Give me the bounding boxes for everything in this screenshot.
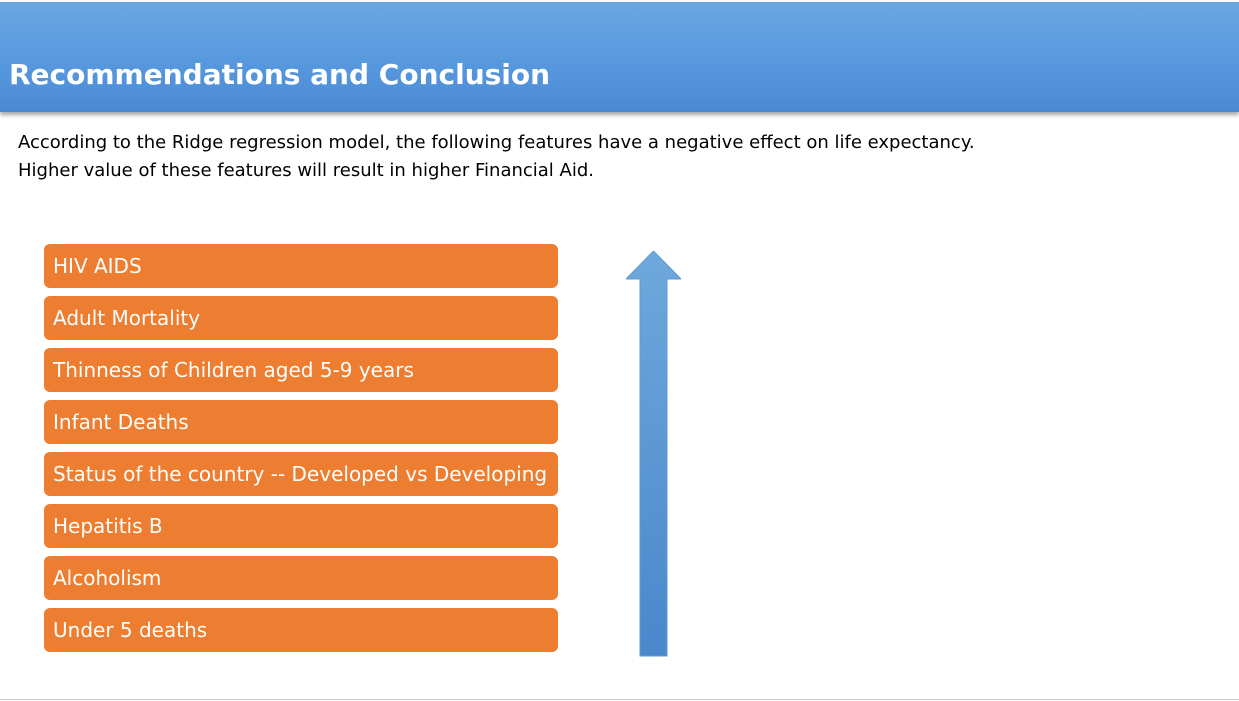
- feature-item-adult-mortality: Adult Mortality: [44, 296, 558, 340]
- header-bar: Recommendations and Conclusion: [0, 2, 1239, 112]
- footer-divider: [0, 699, 1239, 700]
- feature-list: HIV AIDS Adult Mortality Thinness of Chi…: [44, 244, 558, 660]
- intro-line-1: According to the Ridge regression model,…: [18, 132, 975, 153]
- feature-item-under-5-deaths: Under 5 deaths: [44, 608, 558, 652]
- up-arrow-icon: [626, 251, 681, 657]
- feature-item-hiv-aids: HIV AIDS: [44, 244, 558, 288]
- intro-text: According to the Ridge regression model,…: [18, 129, 1218, 185]
- page-title: Recommendations and Conclusion: [9, 58, 551, 91]
- feature-item-alcoholism: Alcoholism: [44, 556, 558, 600]
- feature-item-thinness-children: Thinness of Children aged 5-9 years: [44, 348, 558, 392]
- feature-item-hepatitis-b: Hepatitis B: [44, 504, 558, 548]
- feature-item-infant-deaths: Infant Deaths: [44, 400, 558, 444]
- up-arrow-shape: [626, 251, 681, 657]
- feature-item-country-status: Status of the country -- Developed vs De…: [44, 452, 558, 496]
- intro-line-2: Higher value of these features will resu…: [18, 160, 594, 181]
